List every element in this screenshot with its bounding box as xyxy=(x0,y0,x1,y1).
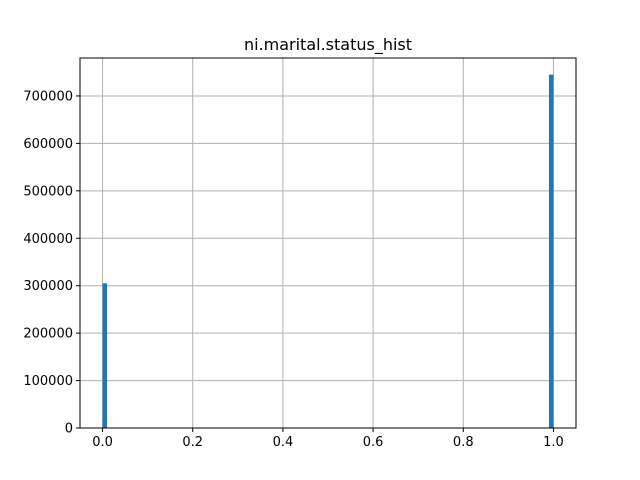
y-tick-label-2: 200000 xyxy=(23,327,73,342)
x-tick-label-2: 0.4 xyxy=(273,435,294,450)
histogram-bar-0 xyxy=(102,283,108,428)
y-tick-label-7: 700000 xyxy=(23,89,73,104)
x-tick-label-5: 1.0 xyxy=(543,435,564,450)
histogram-bar-1 xyxy=(548,74,554,428)
y-tick-label-6: 600000 xyxy=(23,137,73,152)
x-tick-label-4: 0.8 xyxy=(453,435,474,450)
grid-lines xyxy=(80,58,576,429)
x-tick-label-1: 0.2 xyxy=(182,435,203,450)
chart-title: ni.marital.status_hist xyxy=(244,35,412,55)
y-tick-label-5: 500000 xyxy=(23,184,73,199)
y-tick-label-1: 100000 xyxy=(23,374,73,389)
y-tick-label-0: 0 xyxy=(65,422,73,437)
plot-frame xyxy=(79,57,577,429)
y-tick-label-3: 300000 xyxy=(23,279,73,294)
x-tick-label-0: 0.0 xyxy=(92,435,113,450)
x-axis-ticks: 0.0 0.2 0.4 0.6 0.8 1.0 xyxy=(92,428,564,450)
x-tick-label-3: 0.6 xyxy=(363,435,384,450)
y-tick-label-4: 400000 xyxy=(23,232,73,247)
histogram-bars xyxy=(102,74,554,428)
y-axis-ticks: 0 100000 200000 300000 400000 500000 600000 700… xyxy=(23,89,80,437)
